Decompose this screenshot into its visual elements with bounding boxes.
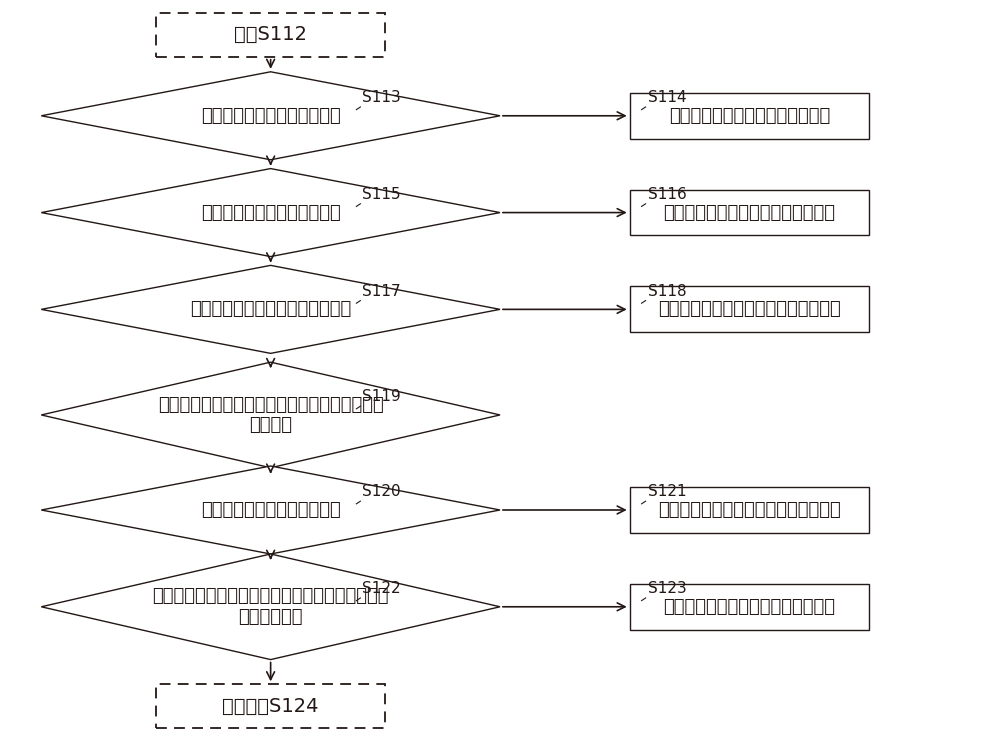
Bar	[156, 13, 385, 57]
Polygon shape	[41, 72, 500, 160]
Bar	[156, 684, 385, 728]
Text: S119: S119	[362, 389, 401, 404]
Text: S121: S121	[648, 485, 686, 500]
Text: 步骤S112: 步骤S112	[234, 26, 307, 45]
Text: S113: S113	[362, 90, 401, 105]
Text: 发出将主油氢差压调节阀投自动的指令: 发出将主油氢差压调节阀投自动的指令	[658, 501, 841, 519]
Text: S118: S118	[648, 284, 686, 299]
Text: 是否空侧供油母管电动门已开，且油氢差压介于第
四预设范围内: 是否空侧供油母管电动门已开，且油氢差压介于第 四预设范围内	[152, 587, 389, 626]
Text: 主油氢差压调节阀是否投自动: 主油氢差压调节阀是否投自动	[201, 501, 341, 519]
Polygon shape	[41, 362, 500, 468]
Text: 空侧供油母管电动门是否已关: 空侧供油母管电动门是否已关	[201, 203, 341, 222]
Text: 发出停止运行直流密封油泵的指令: 发出停止运行直流密封油泵的指令	[669, 107, 830, 125]
Text: S120: S120	[362, 485, 401, 500]
Text: 发出关闭空侧供油母管电动门的指令: 发出关闭空侧供油母管电动门的指令	[663, 203, 835, 222]
Text: S114: S114	[648, 90, 686, 105]
Text: 进入步骤S124: 进入步骤S124	[222, 697, 319, 716]
Text: S116: S116	[648, 187, 686, 202]
Polygon shape	[41, 265, 500, 353]
Polygon shape	[41, 169, 500, 256]
Text: 空侧交流密封油泵出口母管压力是否介于第一预
设范围内: 空侧交流密封油泵出口母管压力是否介于第一预 设范围内	[158, 395, 384, 435]
Bar	[630, 287, 869, 332]
Text: S115: S115	[362, 187, 401, 202]
Bar	[630, 584, 869, 630]
Bar	[630, 190, 869, 235]
Polygon shape	[41, 554, 500, 659]
Text: 发出开启空侧供油母管电动门的指令: 发出开启空侧供油母管电动门的指令	[663, 598, 835, 616]
Text: 直流密封油泵是否已停止运行: 直流密封油泵是否已停止运行	[201, 107, 341, 125]
Polygon shape	[41, 466, 500, 554]
Text: 第一空侧交流密封油泵是否已启动: 第一空侧交流密封油泵是否已启动	[190, 300, 351, 318]
Text: S122: S122	[362, 581, 401, 596]
Text: S123: S123	[648, 581, 686, 596]
Bar	[630, 487, 869, 533]
Bar	[630, 93, 869, 138]
Text: S117: S117	[362, 284, 401, 299]
Text: 发出启动第一空侧交流密封油泵的指令: 发出启动第一空侧交流密封油泵的指令	[658, 300, 841, 318]
